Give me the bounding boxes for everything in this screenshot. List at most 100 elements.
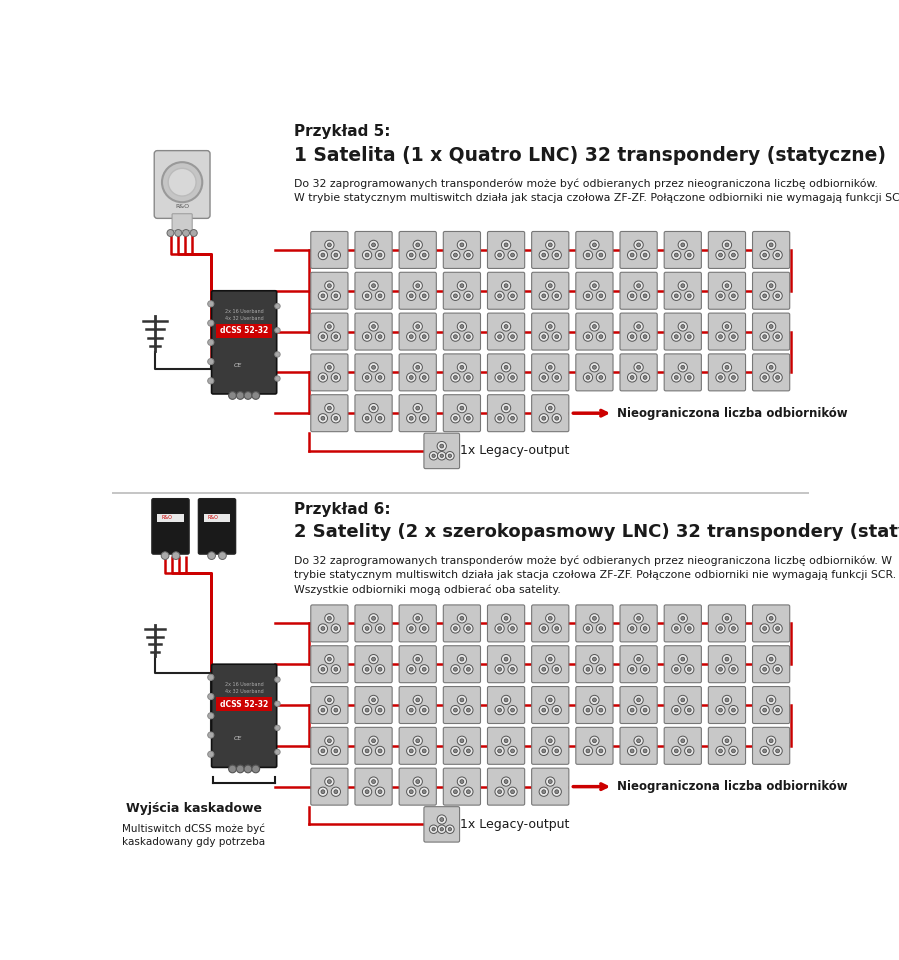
Circle shape	[773, 291, 782, 300]
Circle shape	[413, 363, 423, 372]
Circle shape	[406, 787, 416, 797]
Circle shape	[504, 780, 508, 783]
FancyBboxPatch shape	[576, 273, 613, 309]
FancyBboxPatch shape	[620, 728, 657, 764]
Circle shape	[406, 664, 416, 674]
Circle shape	[458, 613, 467, 623]
Circle shape	[460, 780, 464, 783]
Circle shape	[546, 655, 555, 663]
Text: Multiswitch dCSS może być
kaskadowany gdy potrzeba: Multiswitch dCSS może być kaskadowany gd…	[122, 824, 265, 848]
Circle shape	[318, 251, 327, 259]
Circle shape	[548, 780, 552, 783]
Circle shape	[760, 706, 770, 715]
Circle shape	[760, 624, 770, 633]
Circle shape	[331, 332, 341, 341]
Circle shape	[331, 664, 341, 674]
FancyBboxPatch shape	[531, 313, 569, 350]
Circle shape	[725, 366, 729, 370]
Circle shape	[511, 667, 514, 671]
Circle shape	[678, 281, 688, 290]
Circle shape	[586, 627, 590, 631]
Bar	[217, 324, 272, 338]
Circle shape	[438, 825, 446, 833]
Circle shape	[423, 627, 426, 631]
Circle shape	[321, 417, 325, 420]
Circle shape	[236, 392, 245, 399]
Circle shape	[252, 392, 260, 399]
Circle shape	[420, 664, 429, 674]
Circle shape	[555, 417, 558, 420]
Circle shape	[542, 667, 546, 671]
Circle shape	[630, 294, 634, 298]
Circle shape	[511, 790, 514, 794]
Circle shape	[681, 284, 685, 288]
Circle shape	[409, 749, 414, 753]
Circle shape	[334, 708, 338, 712]
Circle shape	[552, 664, 561, 674]
FancyBboxPatch shape	[708, 231, 745, 269]
Circle shape	[331, 251, 341, 259]
Circle shape	[674, 294, 678, 298]
Circle shape	[450, 372, 460, 382]
Circle shape	[722, 281, 732, 290]
Circle shape	[498, 375, 502, 379]
Circle shape	[681, 658, 685, 661]
Circle shape	[718, 708, 723, 712]
FancyBboxPatch shape	[355, 686, 392, 724]
Circle shape	[760, 332, 770, 341]
Bar	[217, 697, 272, 711]
Circle shape	[327, 324, 332, 328]
FancyBboxPatch shape	[531, 605, 569, 642]
Circle shape	[636, 739, 640, 743]
Circle shape	[592, 324, 596, 328]
FancyBboxPatch shape	[311, 273, 348, 309]
Circle shape	[678, 363, 688, 372]
Circle shape	[413, 736, 423, 745]
Circle shape	[504, 243, 508, 247]
Circle shape	[725, 284, 729, 288]
Circle shape	[773, 332, 782, 341]
Circle shape	[722, 695, 732, 705]
Circle shape	[334, 335, 338, 339]
FancyBboxPatch shape	[664, 231, 701, 269]
Circle shape	[636, 616, 640, 620]
Circle shape	[643, 335, 647, 339]
FancyBboxPatch shape	[355, 313, 392, 350]
FancyBboxPatch shape	[752, 646, 789, 683]
Circle shape	[599, 627, 603, 631]
FancyBboxPatch shape	[620, 354, 657, 391]
Text: 1x Legacy-output: 1x Legacy-output	[460, 444, 570, 457]
Circle shape	[218, 552, 227, 560]
Circle shape	[321, 708, 325, 712]
Circle shape	[423, 667, 426, 671]
Circle shape	[376, 414, 385, 423]
Circle shape	[762, 749, 767, 753]
Circle shape	[732, 627, 735, 631]
Circle shape	[453, 375, 458, 379]
FancyBboxPatch shape	[576, 313, 613, 350]
Circle shape	[678, 736, 688, 745]
Circle shape	[773, 624, 782, 633]
Circle shape	[643, 375, 647, 379]
Circle shape	[365, 708, 369, 712]
Circle shape	[773, 664, 782, 674]
FancyBboxPatch shape	[399, 768, 436, 805]
FancyBboxPatch shape	[708, 354, 745, 391]
Circle shape	[321, 375, 325, 379]
Circle shape	[460, 616, 464, 620]
Circle shape	[453, 790, 458, 794]
FancyBboxPatch shape	[576, 354, 613, 391]
Circle shape	[334, 253, 338, 257]
Circle shape	[378, 627, 382, 631]
Text: Do 32 zaprogramowanych transponderów może być odbieranych przez nieograniczona l: Do 32 zaprogramowanych transponderów moż…	[295, 556, 896, 595]
Circle shape	[548, 698, 552, 702]
Circle shape	[327, 284, 332, 288]
Circle shape	[722, 363, 732, 372]
Circle shape	[586, 375, 590, 379]
Circle shape	[415, 406, 420, 410]
Circle shape	[450, 624, 460, 633]
Circle shape	[590, 736, 599, 745]
Circle shape	[378, 708, 382, 712]
Circle shape	[415, 739, 420, 743]
Circle shape	[437, 442, 447, 450]
